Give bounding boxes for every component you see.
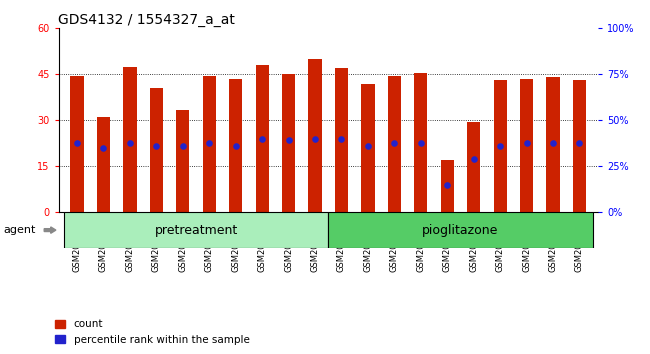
Bar xyxy=(441,160,454,212)
Bar xyxy=(547,78,560,212)
Point xyxy=(389,141,400,146)
Bar xyxy=(493,80,507,212)
Point xyxy=(283,137,294,143)
Bar xyxy=(70,76,84,212)
Bar xyxy=(176,110,189,212)
Bar xyxy=(229,79,242,212)
Text: GDS4132 / 1554327_a_at: GDS4132 / 1554327_a_at xyxy=(58,13,235,27)
Point xyxy=(125,141,135,146)
Bar xyxy=(328,212,593,248)
Point xyxy=(98,145,109,151)
Point xyxy=(363,144,373,149)
Bar xyxy=(467,122,480,212)
Text: pioglitazone: pioglitazone xyxy=(422,224,499,236)
Bar xyxy=(64,212,328,248)
Bar xyxy=(97,117,110,212)
Point xyxy=(72,141,82,146)
Bar xyxy=(124,67,136,212)
Bar xyxy=(414,73,428,212)
Point xyxy=(495,144,505,149)
Text: agent: agent xyxy=(3,225,36,235)
Legend: count, percentile rank within the sample: count, percentile rank within the sample xyxy=(51,315,254,349)
Point xyxy=(204,141,214,146)
Bar xyxy=(308,59,322,212)
Bar xyxy=(203,76,216,212)
Bar xyxy=(282,74,295,212)
Bar xyxy=(255,65,268,212)
Point xyxy=(336,136,346,142)
Point xyxy=(548,141,558,146)
Text: pretreatment: pretreatment xyxy=(155,224,238,236)
Point xyxy=(469,156,479,161)
Bar xyxy=(520,79,533,212)
Point xyxy=(521,141,532,146)
Point xyxy=(177,144,188,149)
Point xyxy=(257,136,267,142)
Point xyxy=(310,136,320,142)
Point xyxy=(231,144,241,149)
Bar xyxy=(573,80,586,212)
Point xyxy=(442,182,452,188)
Point xyxy=(575,141,585,146)
Point xyxy=(415,141,426,146)
Bar xyxy=(150,88,163,212)
Bar xyxy=(361,84,374,212)
Point xyxy=(151,144,162,149)
Bar xyxy=(388,76,401,212)
Bar xyxy=(335,68,348,212)
